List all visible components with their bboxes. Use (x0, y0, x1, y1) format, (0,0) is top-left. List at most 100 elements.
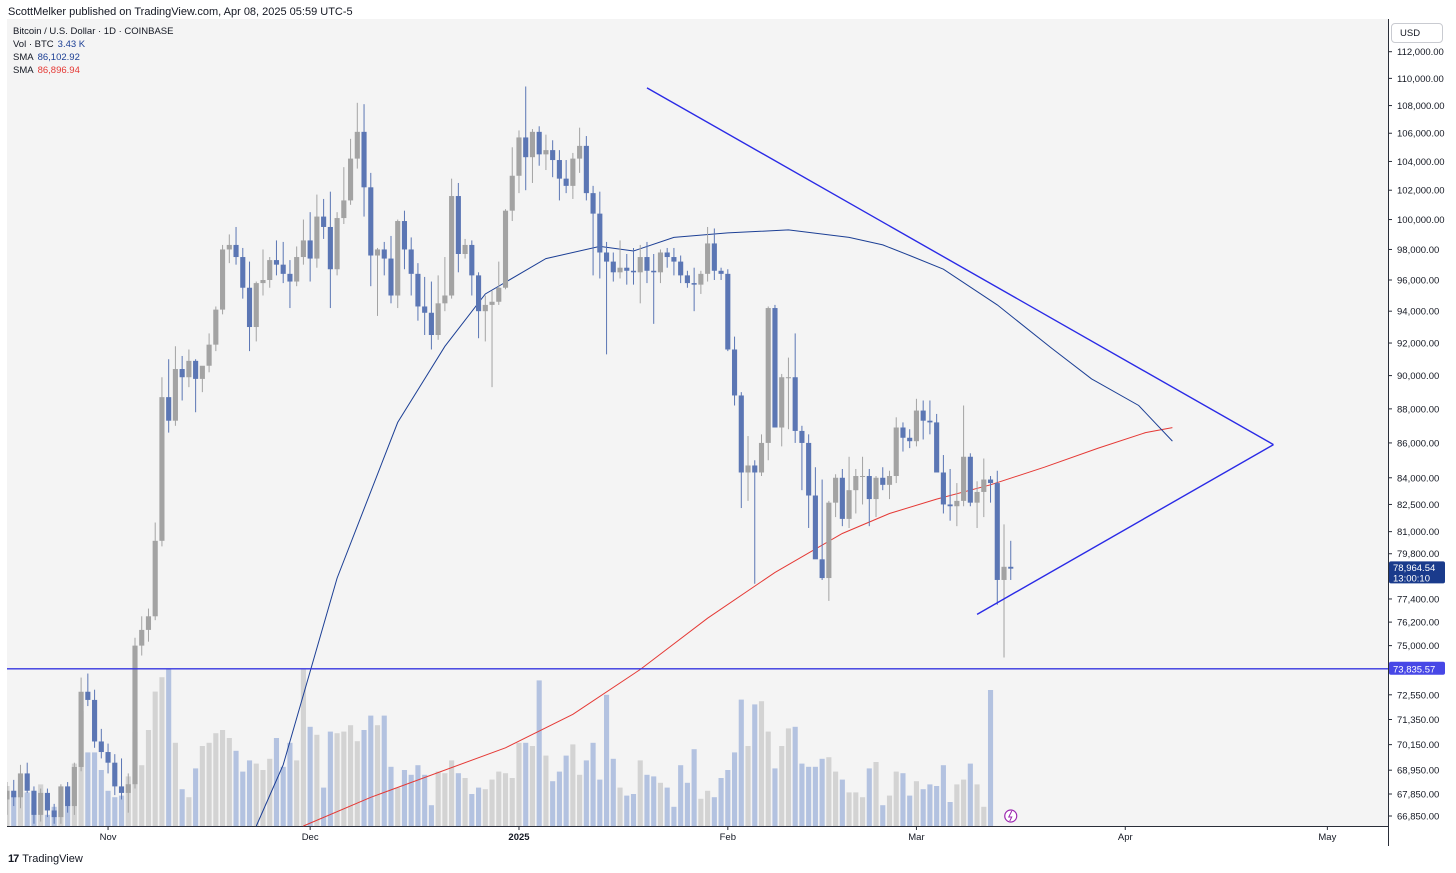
candle (253, 281, 259, 342)
x-tick-label: Feb (720, 832, 736, 843)
candle (132, 637, 138, 789)
volume-bar (294, 760, 300, 826)
candle (193, 359, 199, 413)
volume-bar (543, 755, 549, 826)
candle-body (806, 442, 812, 496)
volume-bar (907, 795, 913, 826)
chart-plot-area[interactable] (7, 19, 1388, 826)
volume-bar (859, 797, 866, 826)
candle (51, 803, 57, 824)
candle-body (307, 240, 313, 259)
candle (1001, 524, 1007, 658)
candle-body (334, 218, 340, 270)
candle-body (900, 427, 906, 438)
candle (967, 453, 973, 507)
volume-bar (819, 758, 825, 826)
candle-body (590, 193, 596, 214)
volume-bar (415, 765, 421, 826)
volume-bar (934, 786, 940, 826)
volume-bar (772, 768, 778, 826)
volume-bar (233, 750, 239, 826)
candle (442, 257, 448, 312)
candle-body (550, 150, 556, 161)
volume-bar (987, 690, 994, 826)
candle-body (482, 304, 488, 312)
volume-bar (698, 798, 704, 826)
y-tick-label: 106,000.00 (1397, 129, 1445, 140)
volume-bar (913, 781, 919, 826)
candle-body (934, 422, 940, 473)
y-tick-label: 88,000.00 (1397, 404, 1439, 415)
candle-body (718, 270, 724, 274)
legend-volume[interactable]: Vol · BTC 3.43 K (13, 38, 173, 51)
candle (913, 398, 919, 447)
y-tick-label: 84,000.00 (1397, 473, 1439, 484)
volume-bar (664, 787, 670, 826)
candle-body (395, 221, 401, 296)
candle (785, 357, 791, 430)
y-tick-label: 72,550.00 (1397, 690, 1439, 701)
candle-body (711, 243, 717, 271)
currency-button[interactable]: USD (1391, 23, 1443, 43)
lightning-icon (1007, 810, 1013, 822)
candle (179, 355, 185, 401)
y-tick-label: 76,200.00 (1397, 618, 1439, 629)
legend-sma-slow[interactable]: SMA 86,896.94 (13, 64, 173, 77)
candle-body (792, 377, 798, 431)
volume-bar (954, 784, 960, 826)
volume-bar (401, 770, 408, 826)
candle (24, 762, 30, 793)
candle-body (381, 249, 387, 259)
candle (570, 152, 576, 199)
volume-bar (179, 789, 185, 826)
candle (664, 247, 670, 268)
volume-bar (604, 694, 610, 826)
volume-bar (967, 763, 973, 826)
candle-body (105, 752, 111, 763)
volume-bar (139, 765, 145, 826)
x-tick-label: Nov (100, 832, 117, 843)
candle-body (940, 472, 946, 505)
candle-body (745, 465, 751, 473)
candle (745, 436, 751, 501)
legend-sma-fast[interactable]: SMA 86,102.92 (13, 51, 173, 64)
candle (772, 304, 778, 428)
legend-volume-value: 3.43 K (57, 39, 86, 50)
volume-bar (583, 760, 589, 826)
candle (159, 377, 165, 547)
candle-body (637, 257, 643, 273)
candle (449, 178, 455, 299)
candle-body (624, 267, 630, 271)
candle-body (987, 479, 994, 484)
tradingview-logo-icon: 17 (8, 853, 19, 865)
candle-body (496, 287, 502, 302)
candle-body (617, 267, 623, 273)
candle-body (132, 645, 138, 785)
volume-bar (637, 760, 643, 826)
candle-body (38, 792, 44, 815)
candle (731, 336, 738, 406)
candle-body (314, 216, 320, 259)
candlestick-chart[interactable]: 112,000.00 110,000.00 108,000.00 106,000.00… (7, 19, 1445, 846)
candle-body (961, 456, 967, 501)
candle (260, 249, 266, 296)
candle (273, 240, 280, 276)
candle (469, 240, 475, 296)
volume-bar (691, 749, 697, 826)
candle (529, 129, 536, 183)
candle (267, 257, 273, 288)
volume-bar (476, 787, 482, 826)
candle-body (819, 559, 825, 579)
candle (354, 102, 360, 169)
candle-body (159, 397, 165, 541)
candle-body (880, 477, 886, 485)
candle (907, 429, 913, 449)
volume-bar (65, 800, 71, 826)
candle (327, 191, 333, 309)
volume-bar (172, 742, 178, 826)
legend-symbol[interactable]: Bitcoin / U.S. Dollar · 1D · COINBASE (13, 26, 174, 37)
candle (125, 773, 131, 813)
candle-body (489, 301, 495, 305)
candle (112, 754, 118, 796)
candle (341, 167, 347, 224)
